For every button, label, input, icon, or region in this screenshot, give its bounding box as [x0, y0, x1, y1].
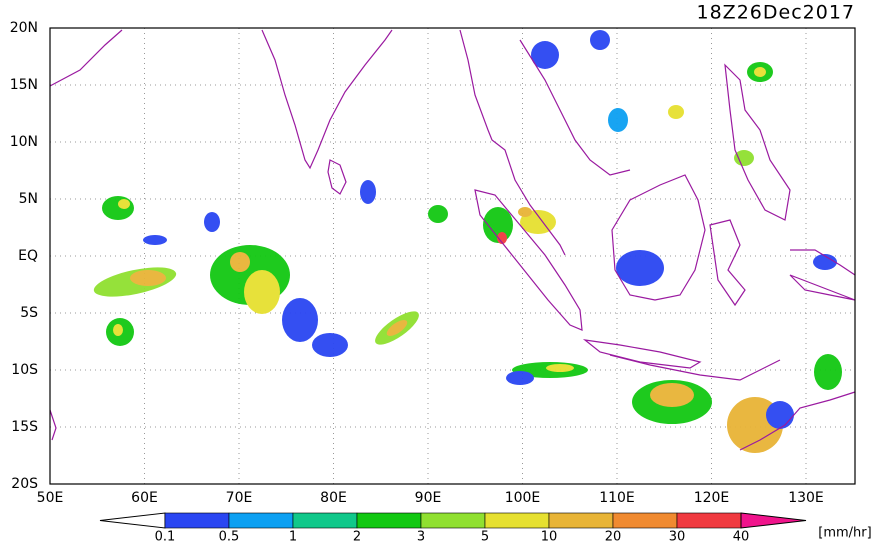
lon-label: 130E [788, 490, 824, 506]
lon-label: 70E [226, 490, 253, 506]
colorbar-label: 10 [541, 530, 558, 544]
precipitation [93, 30, 842, 453]
colorbar-box [228, 512, 294, 529]
colorbar-label: 2 [353, 530, 361, 544]
lon-label: 120E [694, 490, 730, 506]
map-frame [49, 27, 856, 485]
colorbar-box [356, 512, 422, 529]
colorbar-label: 1 [289, 530, 297, 544]
colorbar-under [99, 512, 166, 529]
colorbar-box [484, 512, 550, 529]
colorbar-label: 0.5 [219, 530, 240, 544]
colorbar-label: 0.1 [155, 530, 176, 544]
grid [50, 28, 855, 484]
colorbar-label: 3 [417, 530, 425, 544]
lon-label: 110E [599, 490, 635, 506]
lon-label: 50E [37, 490, 64, 506]
colorbar-label: 30 [669, 530, 686, 544]
lat-label: 15S [11, 419, 38, 435]
coastlines [49, 29, 856, 451]
colorbar-label: 40 [733, 530, 750, 544]
lon-label: 60E [131, 490, 158, 506]
lat-label: 20N [10, 20, 38, 36]
colorbar-box [676, 512, 742, 529]
colorbar-unit: [mm/hr] [818, 526, 871, 541]
lat-label: 5N [19, 191, 38, 207]
axis-labels: 50E 60E 70E 80E 90E 100E 110E 120E 130E 20N 15N 10N… [10, 20, 824, 506]
colorbar-label: 5 [481, 530, 489, 544]
colorbar-label: 20 [605, 530, 622, 544]
title: 18Z26Dec2017 [697, 2, 856, 24]
lat-label: 10S [11, 362, 38, 378]
colorbar-box [420, 512, 486, 529]
colorbar-box [548, 512, 614, 529]
lat-label: 15N [10, 77, 38, 93]
lat-label: EQ [18, 248, 38, 264]
colorbar: 0.1 0.5 1 2 3 5 10 20 30 40 [99, 512, 807, 544]
lon-label: 80E [320, 490, 347, 506]
lon-label: 100E [505, 490, 541, 506]
colorbar-box [164, 512, 230, 529]
lat-label: 10N [10, 134, 38, 150]
lon-label: 90E [415, 490, 442, 506]
colorbar-over [740, 512, 807, 529]
colorbar-box [292, 512, 358, 529]
colorbar-box [612, 512, 678, 529]
lat-label: 5S [20, 305, 38, 321]
lat-label: 20S [11, 476, 38, 492]
